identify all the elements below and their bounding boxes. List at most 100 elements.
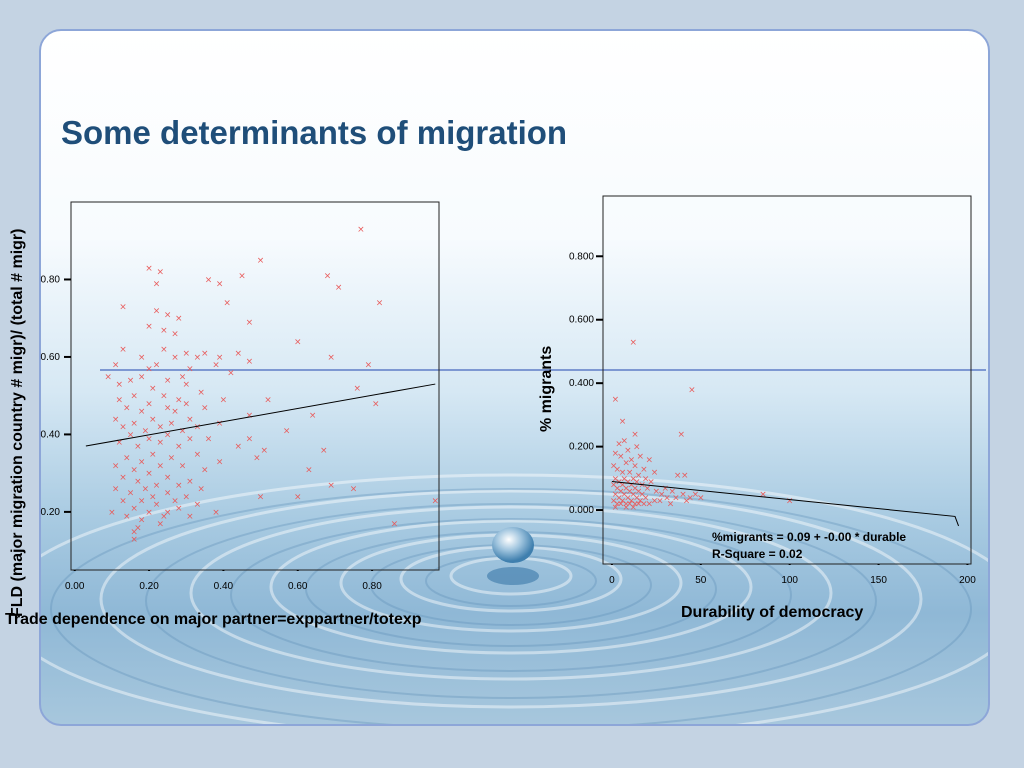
data-point: × xyxy=(629,490,637,500)
regression-line xyxy=(85,383,436,447)
data-point: × xyxy=(622,484,630,494)
data-point: × xyxy=(372,399,380,409)
data-point: × xyxy=(759,490,767,500)
data-point: × xyxy=(786,497,794,507)
x-tick-label: 100 xyxy=(781,575,798,586)
data-point: × xyxy=(432,496,440,506)
data-point: × xyxy=(253,454,261,464)
data-point: × xyxy=(138,516,146,526)
data-point: × xyxy=(164,310,172,320)
data-point: × xyxy=(637,452,645,462)
data-point: × xyxy=(324,272,332,282)
data-point: × xyxy=(194,353,202,363)
x-tick-label: 0.80 xyxy=(362,581,382,592)
data-point: × xyxy=(216,458,224,468)
data-point: × xyxy=(156,268,164,278)
data-point: × xyxy=(234,442,242,452)
x-tick-label: 0.00 xyxy=(65,581,85,592)
divider-line xyxy=(100,369,986,371)
y-tick-label: 0.80 xyxy=(41,274,61,285)
data-point: × xyxy=(628,481,636,491)
data-point: × xyxy=(179,372,187,382)
y-axis-label: % migrants xyxy=(538,346,555,432)
data-point: × xyxy=(621,490,629,500)
data-point: × xyxy=(164,473,172,483)
data-point: × xyxy=(149,450,157,460)
data-point: × xyxy=(621,474,629,484)
data-point: × xyxy=(610,497,618,507)
data-point: × xyxy=(186,415,194,425)
data-point: × xyxy=(353,384,361,394)
data-point: × xyxy=(127,489,135,499)
data-point: × xyxy=(610,462,618,472)
data-point: × xyxy=(201,403,209,413)
y-tick-label: 0.000 xyxy=(569,505,594,516)
data-point: × xyxy=(116,396,124,406)
data-point: × xyxy=(123,454,131,464)
data-point: × xyxy=(638,481,646,491)
data-point: × xyxy=(283,427,291,437)
data-point: × xyxy=(149,415,157,425)
data-point: × xyxy=(645,500,653,510)
data-point: × xyxy=(119,345,127,355)
data-point: × xyxy=(635,487,643,497)
data-point: × xyxy=(171,407,179,417)
data-point: × xyxy=(119,303,127,313)
data-point: × xyxy=(175,314,183,324)
data-point: × xyxy=(156,438,164,448)
data-point: × xyxy=(112,461,120,471)
regression-equation: %migrants = 0.09 + -0.00 * durable xyxy=(712,530,906,544)
data-point: × xyxy=(663,493,671,503)
data-point: × xyxy=(688,386,696,396)
data-point: × xyxy=(651,497,659,507)
data-point: × xyxy=(612,449,620,459)
data-point: × xyxy=(182,349,190,359)
data-point: × xyxy=(216,279,224,289)
data-point: × xyxy=(145,322,153,332)
data-point: × xyxy=(626,487,634,497)
data-point: × xyxy=(186,365,194,375)
data-point: × xyxy=(642,474,650,484)
data-point: × xyxy=(612,395,620,405)
data-point: × xyxy=(294,337,302,347)
data-point: × xyxy=(142,427,150,437)
data-point: × xyxy=(264,396,272,406)
data-point: × xyxy=(246,434,254,444)
data-point: × xyxy=(681,471,689,481)
data-point: × xyxy=(365,361,373,371)
y-tick-label: 0.600 xyxy=(569,315,594,326)
data-point: × xyxy=(164,489,172,499)
data-point: × xyxy=(182,399,190,409)
data-point: × xyxy=(622,500,630,510)
data-point: × xyxy=(223,299,231,309)
data-point: × xyxy=(145,469,153,479)
data-point: × xyxy=(153,306,161,316)
data-point: × xyxy=(153,481,161,491)
data-point: × xyxy=(617,487,625,497)
data-point: × xyxy=(610,481,618,491)
x-tick-label: 0 xyxy=(609,575,615,586)
data-point: × xyxy=(153,500,161,510)
data-point: × xyxy=(119,496,127,506)
data-point: × xyxy=(186,512,194,522)
data-point: × xyxy=(171,496,179,506)
data-point: × xyxy=(628,455,636,465)
data-point: × xyxy=(615,493,623,503)
data-point: × xyxy=(119,473,127,483)
data-point: × xyxy=(234,349,242,359)
data-point: × xyxy=(335,283,343,293)
data-point: × xyxy=(186,434,194,444)
data-point: × xyxy=(164,403,172,413)
data-point: × xyxy=(186,477,194,487)
data-point: × xyxy=(257,492,265,502)
data-point: × xyxy=(376,299,384,309)
data-point: × xyxy=(320,446,328,456)
data-point: × xyxy=(631,484,639,494)
data-point: × xyxy=(220,396,228,406)
data-point: × xyxy=(624,446,632,456)
data-point: × xyxy=(149,384,157,394)
data-point: × xyxy=(123,403,131,413)
data-point: × xyxy=(613,465,621,475)
data-point: × xyxy=(357,225,365,235)
data-point: × xyxy=(153,279,161,289)
